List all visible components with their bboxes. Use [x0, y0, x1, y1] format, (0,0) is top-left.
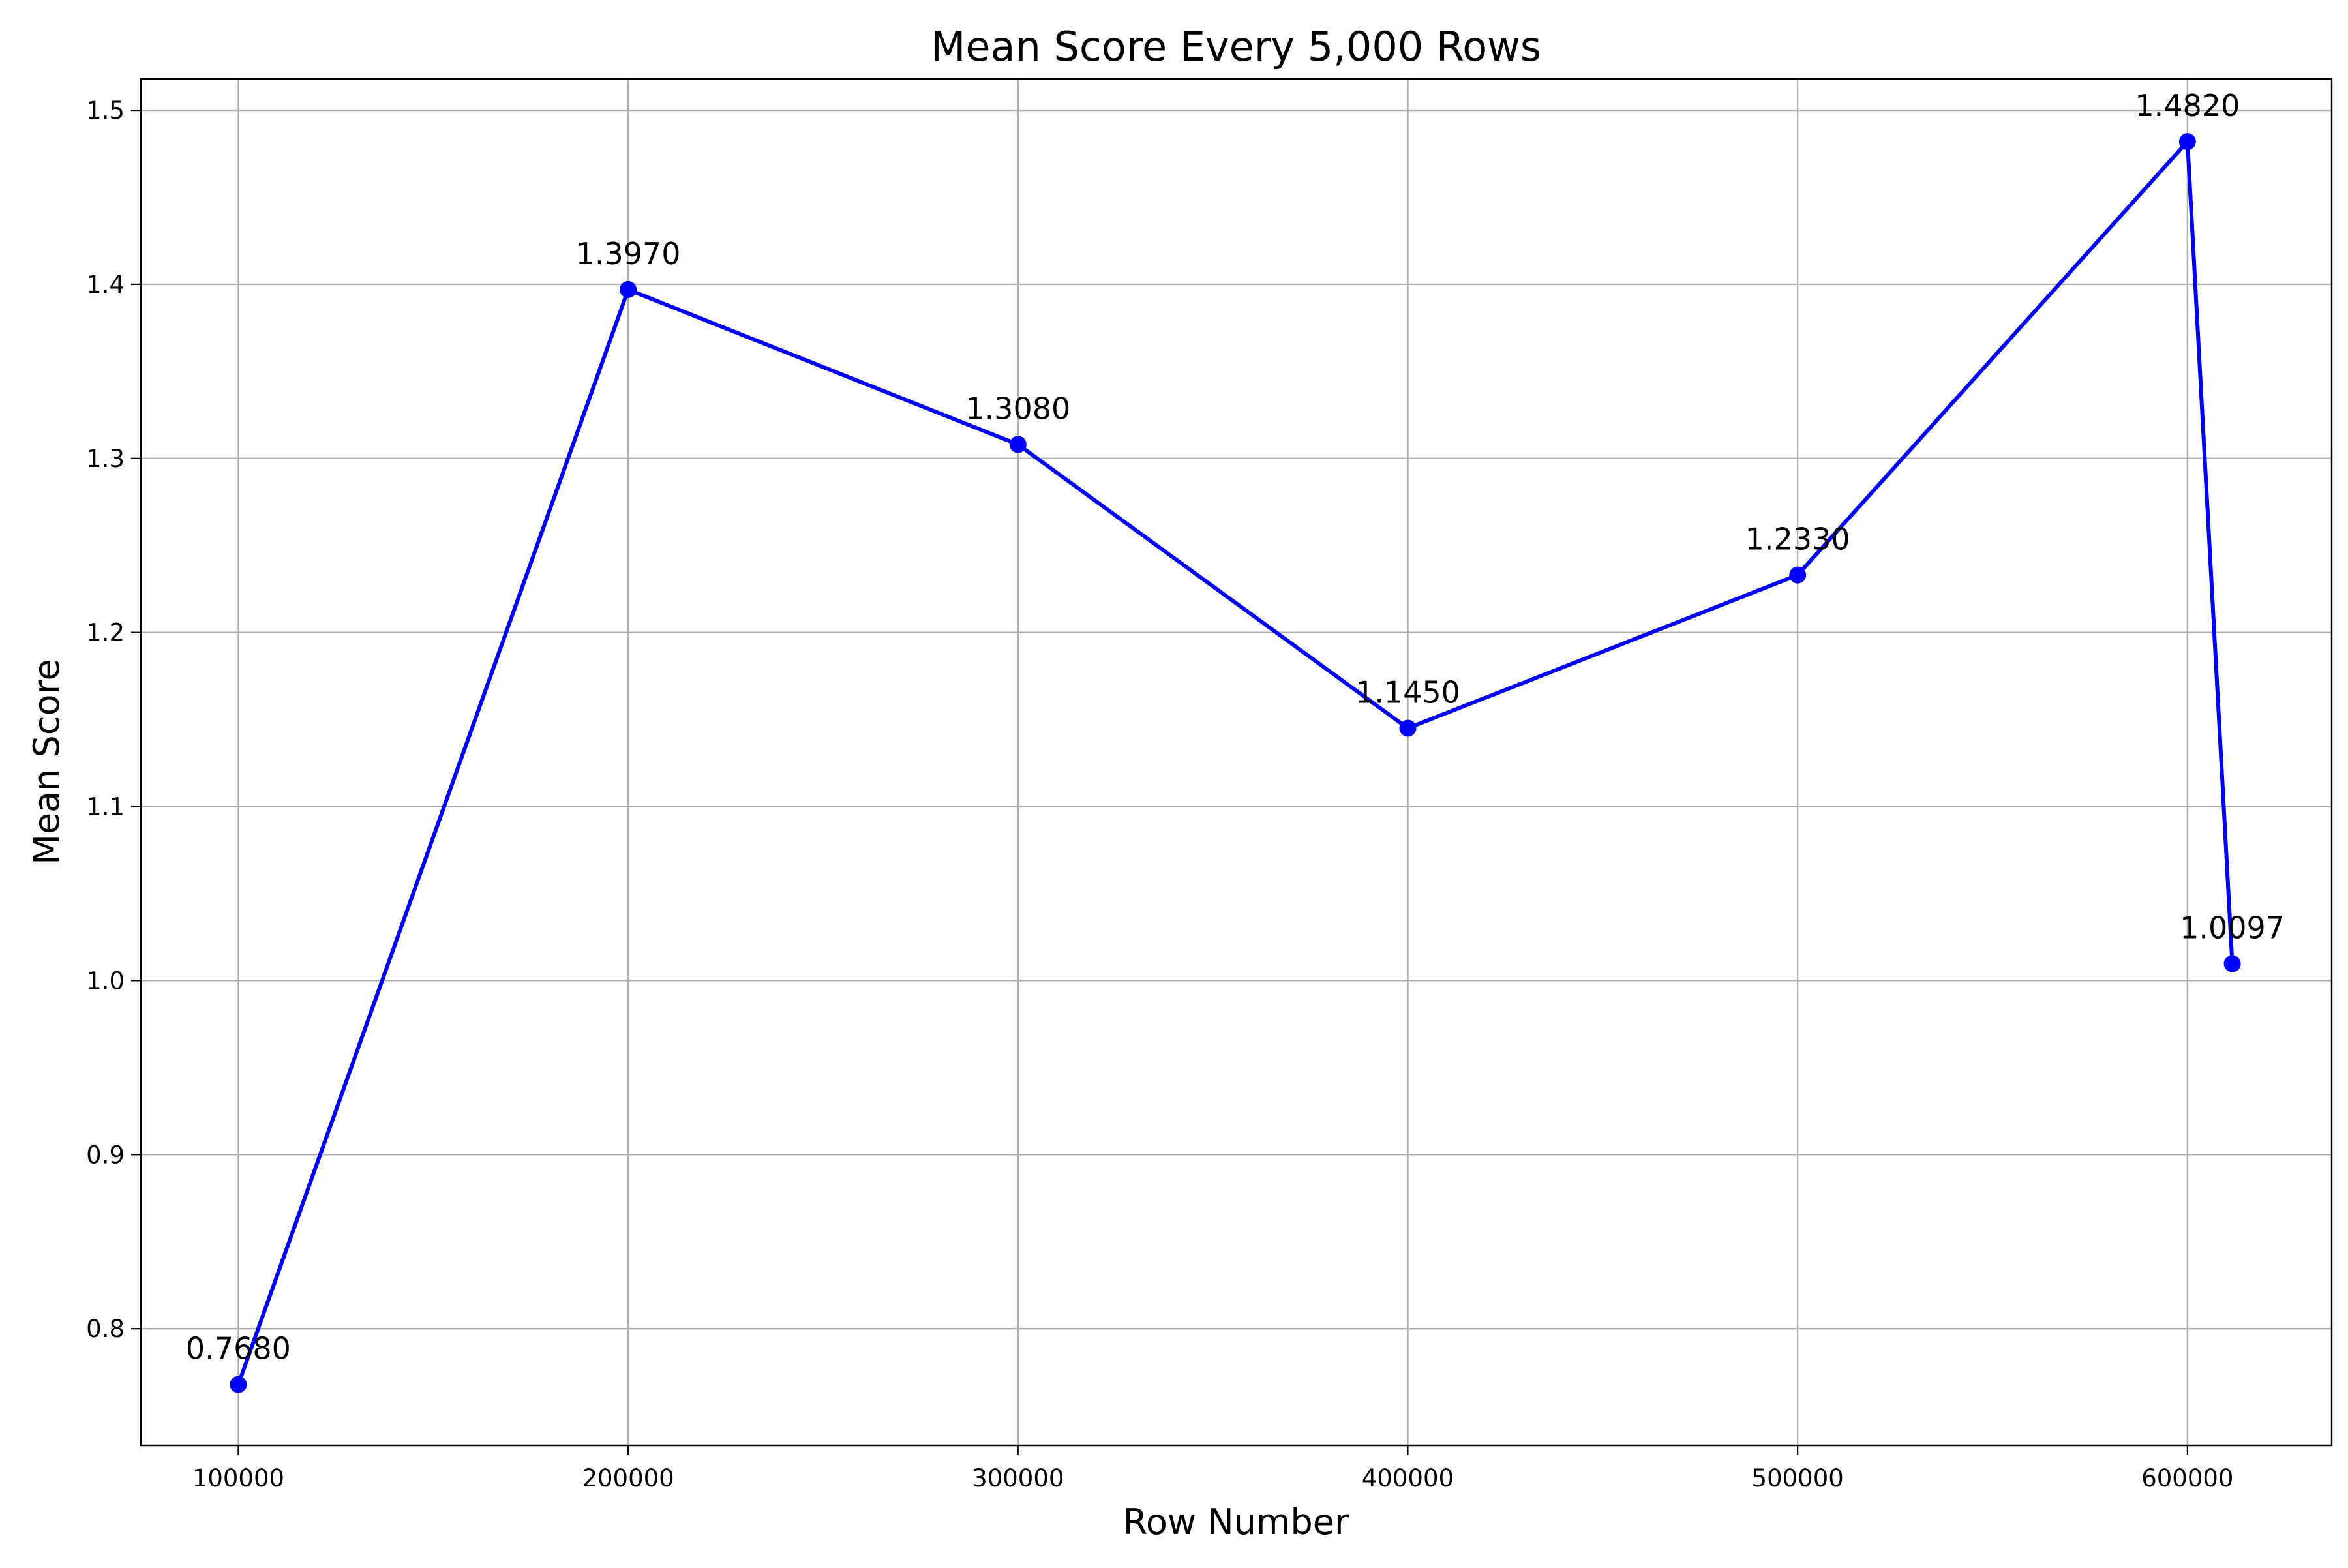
data-point	[2223, 955, 2241, 972]
tick-layer: 100000 200000 300000 400000 500000 600000 0.8 0…	[86, 97, 2233, 1492]
x-tick-label: 600000	[2141, 1464, 2233, 1492]
data-label-layer: 0.7680 1.3970 1.3080 1.1450 1.2330 1.4820 1.00…	[186, 88, 2285, 1366]
data-label: 0.7680	[186, 1331, 291, 1366]
y-tick-label: 1.1	[86, 793, 125, 821]
data-label: 1.3080	[965, 391, 1070, 426]
data-point	[230, 1376, 247, 1393]
data-label: 1.3970	[576, 236, 681, 271]
y-tick-label: 1.0	[86, 967, 125, 995]
data-label: 1.2330	[1745, 522, 1850, 557]
data-point	[1009, 436, 1027, 453]
y-axis-label: Mean Score	[26, 659, 67, 865]
data-point	[620, 280, 637, 298]
series-layer	[230, 133, 2241, 1393]
data-point	[1789, 566, 1807, 584]
data-point	[1399, 719, 1417, 737]
x-tick-label: 400000	[1362, 1464, 1454, 1492]
x-axis-label: Row Number	[1123, 1501, 1349, 1543]
x-tick-label: 300000	[972, 1464, 1064, 1492]
x-tick-label: 100000	[192, 1464, 284, 1492]
y-tick-label: 0.9	[86, 1141, 125, 1169]
plot-frame	[140, 78, 2333, 1447]
grid-layer	[141, 79, 2332, 1445]
data-point	[2178, 133, 2196, 151]
y-tick-label: 1.3	[86, 445, 125, 473]
y-tick-label: 1.5	[86, 97, 125, 125]
data-label: 1.0097	[2180, 911, 2285, 946]
x-tick-label: 200000	[582, 1464, 674, 1492]
y-tick-label: 1.4	[86, 271, 125, 299]
chart-title: Mean Score Every 5,000 Rows	[931, 23, 1541, 70]
y-tick-label: 1.2	[86, 619, 125, 647]
series-line	[236, 140, 2235, 1385]
x-tick-label: 500000	[1752, 1464, 1844, 1492]
y-tick-label: 0.8	[86, 1315, 125, 1343]
data-label: 1.1450	[1355, 674, 1460, 710]
data-label: 1.4820	[2135, 88, 2240, 123]
